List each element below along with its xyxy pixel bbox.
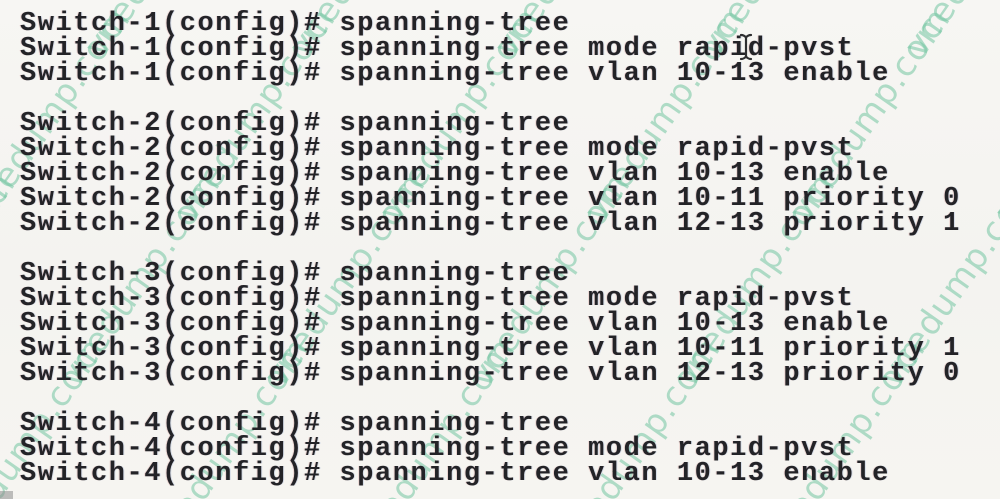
cli-line: Switch-4(config)# spanning-tree vlan 10-… (20, 459, 890, 489)
cli-line: Switch-3(config)# spanning-tree (20, 259, 571, 289)
cli-block-switch-3: Switch-3(config)# spanning-tree Switch-3(… (20, 259, 961, 389)
cli-line: Switch-1(config)# spanning-tree mode rap… (20, 34, 855, 64)
cli-line: Switch-4(config)# spanning-tree mode rap… (20, 434, 855, 464)
cli-line: Switch-3(config)# spanning-tree vlan 10-… (20, 334, 961, 364)
cli-line: Switch-2(config)# spanning-tree (20, 109, 571, 139)
cli-line: Switch-4(config)# spanning-tree (20, 409, 571, 439)
cli-line: Switch-2(config)# spanning-tree vlan 12-… (20, 209, 961, 239)
cli-block-switch-2: Switch-2(config)# spanning-tree Switch-2(… (20, 109, 961, 239)
i-beam-cursor-icon (739, 33, 753, 61)
cli-line: Switch-2(config)# spanning-tree vlan 10-… (20, 184, 961, 214)
cli-line: Switch-3(config)# spanning-tree mode rap… (20, 284, 855, 314)
cli-line: Switch-1(config)# spanning-tree vlan 10-… (20, 59, 890, 89)
cli-line: Switch-3(config)# spanning-tree vlan 12-… (20, 359, 961, 389)
cli-line: Switch-2(config)# spanning-tree mode rap… (20, 134, 855, 164)
cli-line: Switch-3(config)# spanning-tree vlan 10-… (20, 309, 890, 339)
watermark-text: vcedump.com (986, 0, 1000, 230)
cli-block-switch-4: Switch-4(config)# spanning-tree Switch-4(… (20, 409, 961, 489)
cli-line: Switch-2(config)# spanning-tree vlan 10-… (20, 159, 890, 189)
terminal-output: Switch-1(config)# spanning-tree Switch-1(… (20, 9, 961, 489)
watermark-text: vcedump.com (961, 330, 1000, 499)
cli-block-switch-1: Switch-1(config)# spanning-tree Switch-1(… (20, 9, 961, 89)
scan-artifact (0, 491, 13, 499)
cli-line: Switch-1(config)# spanning-tree (20, 9, 571, 39)
